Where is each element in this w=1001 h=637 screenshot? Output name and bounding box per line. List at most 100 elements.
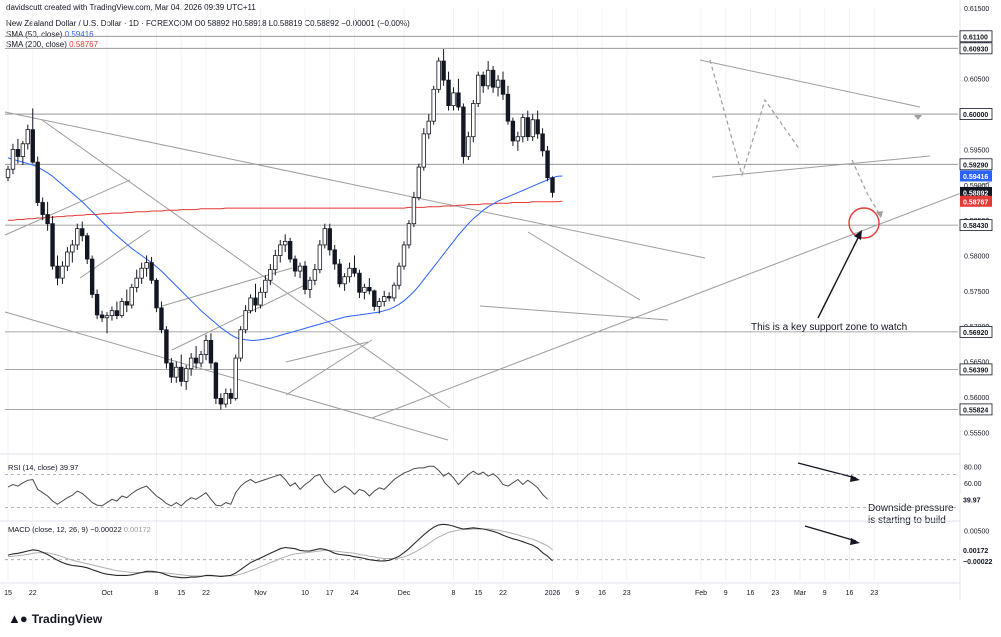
candle-body [154, 279, 159, 309]
chart-creator-text: davidscutt created with TradingView.com,… [6, 3, 256, 12]
price-tick-label: 0.55500 [964, 430, 989, 437]
candle-body [213, 362, 219, 399]
macd-signal-tag: 0.00172 [960, 544, 992, 556]
rsi-value-tag-bg [960, 493, 992, 505]
level-price-tag: 0.60000 [960, 108, 992, 120]
candle-body [317, 244, 323, 271]
level-price-tag: 0.59290 [960, 158, 992, 170]
candle-body [535, 119, 540, 135]
candle-body [258, 291, 263, 306]
candle-body [307, 279, 313, 290]
price-tick-label: 0.60500 [964, 77, 989, 84]
arrow-head-icon [850, 475, 860, 482]
candle-body [45, 214, 50, 225]
candle-body [273, 255, 278, 271]
level-price-tag: 0.56390 [960, 363, 992, 375]
candle-body [312, 269, 318, 281]
level-tag-border [959, 325, 993, 338]
macd-legend[interactable]: MACD (close, 12, 26, 9) −0.00022 0.00172 [8, 525, 151, 534]
candle-body [228, 393, 233, 399]
trendline [171, 284, 306, 351]
dashed-path-arrow [709, 59, 801, 178]
current-price-tag-label: 0.58767 [963, 199, 988, 206]
level-tag-border [959, 108, 993, 120]
tradingview-logo-icon: ▲● [8, 611, 28, 626]
candle-body [124, 301, 129, 306]
candle-body [5, 168, 11, 179]
candle-body [545, 150, 550, 179]
candle-body [456, 92, 461, 108]
time-tick-label: 22 [202, 590, 210, 597]
time-tick-label: 9 [575, 590, 579, 597]
level-price-tag-bg [960, 403, 992, 415]
sma200-legend[interactable]: SMA (200, close) 0.58767 [6, 40, 98, 50]
candle-body [431, 88, 436, 122]
candle-body [243, 310, 248, 331]
candle-body [238, 329, 243, 359]
time-tick-label: 23 [623, 590, 631, 597]
level-price-tag: 0.56920 [960, 326, 992, 338]
candle-body [119, 301, 125, 317]
macd-series [7, 523, 553, 579]
trend-lines [4, 59, 991, 441]
trendline [285, 341, 369, 363]
candle-body [25, 129, 30, 145]
candle-body [282, 240, 288, 246]
tradingview-brand[interactable]: ▲● TradingView [8, 611, 102, 626]
candle-body [342, 276, 347, 285]
candle-body [386, 296, 392, 299]
dashed-forecast-arrow [851, 159, 881, 216]
current-price-tag-label: 0.58892 [963, 190, 988, 197]
sma200-series [8, 200, 563, 221]
candle-body [416, 166, 422, 198]
sma200-line [8, 200, 563, 221]
candle-body [466, 136, 471, 157]
trendline [479, 305, 669, 321]
candle-body [540, 133, 545, 152]
candle-body [104, 315, 110, 319]
candle-body [193, 357, 199, 364]
candle-body [15, 149, 21, 157]
time-tick-label: 8 [155, 590, 159, 597]
candle-body [99, 314, 105, 319]
candle-body [471, 103, 476, 138]
candle-body [332, 249, 337, 265]
candle-body [134, 277, 139, 288]
candle-body [327, 228, 332, 251]
current-price-tag-bg [960, 195, 992, 207]
time-tick-label: 24 [351, 590, 359, 597]
price-tick-label: 0.57500 [964, 289, 989, 296]
sma50-series [7, 157, 563, 341]
symbol-title[interactable]: New Zealand Dollar / U.S. Dollar · 1D · … [6, 19, 193, 28]
level-tag-border [959, 219, 993, 232]
sma50-legend[interactable]: SMA (50, close) 0.59416 [6, 30, 94, 40]
level-price-tag-bg [960, 158, 992, 170]
candle-body [446, 79, 451, 106]
candle-body [297, 265, 303, 272]
price-tick-label: 0.58000 [964, 254, 989, 261]
candle-body [268, 269, 273, 281]
price-tick-label: 0.56000 [964, 395, 989, 402]
candle-body [352, 267, 357, 274]
level-tag-border [959, 30, 993, 43]
candle-body [20, 143, 26, 157]
candle-body [164, 329, 169, 364]
time-tick-label: 16 [598, 590, 606, 597]
rsi-tick-label: 60.00 [964, 481, 982, 488]
trendline [711, 155, 931, 178]
level-tag-border [959, 363, 993, 376]
candle-body [396, 265, 402, 286]
candle-body [377, 301, 382, 307]
candle-body [550, 177, 555, 193]
candle-body [85, 235, 90, 260]
time-tick-label: Oct [102, 590, 113, 597]
sma50-line [7, 157, 563, 341]
time-tick-label: 16 [747, 590, 755, 597]
sma200-value: 0.58767 [69, 40, 99, 49]
candle-body [357, 272, 362, 293]
time-tick-label: 9 [724, 590, 728, 597]
rsi-legend[interactable]: RSI (14, close) 39.97 [8, 463, 78, 472]
time-tick-label: Feb [695, 590, 707, 597]
